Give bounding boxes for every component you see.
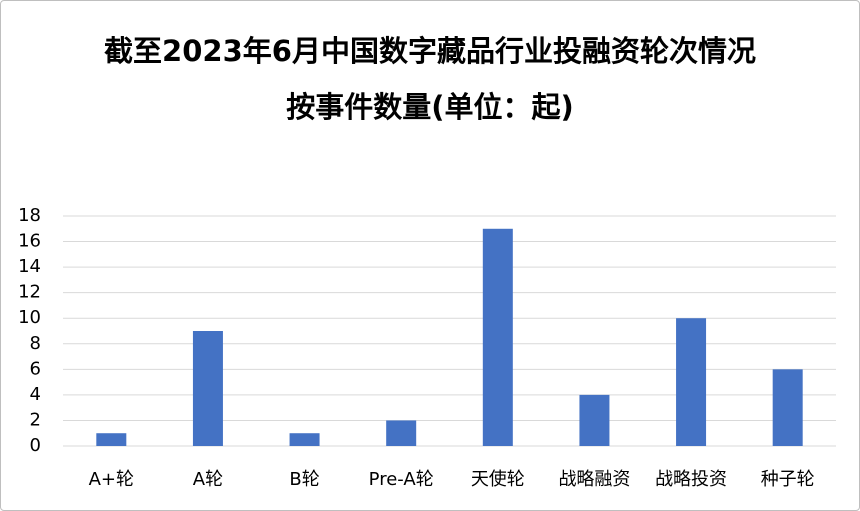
x-tick-label: B轮 [289,469,319,490]
y-tick-label: 14 [18,256,41,277]
x-tick-label: 战略投资 [655,469,727,490]
bar [289,433,320,446]
y-tick-label: 4 [30,384,41,405]
y-tick-label: 0 [30,435,41,456]
x-tick-label: 种子轮 [761,469,815,490]
y-tick-label: 2 [30,409,41,430]
y-tick-label: 8 [30,333,41,354]
titles: 截至2023年6月中国数字藏品行业投融资轮次情况 按事件数量(单位：起) [1,23,859,135]
y-tick-label: 10 [18,307,41,328]
x-tick-label: Pre-A轮 [369,469,434,490]
bar [192,331,223,446]
bar [482,228,513,446]
x-tick-label: A轮 [193,469,223,490]
bar [579,394,610,446]
y-tick-label: 16 [18,231,41,252]
bar [772,369,803,446]
x-tick-label: 战略融资 [558,469,630,490]
bar [676,318,707,446]
chart-subtitle: 按事件数量(单位：起) [286,90,574,124]
x-tick-label: A+轮 [89,469,134,490]
bar [386,420,417,446]
y-tick-label: 6 [30,358,41,379]
y-tick-label: 12 [18,282,41,303]
x-tick-label: 天使轮 [471,469,525,490]
y-tick-label: 18 [18,205,41,226]
bar [96,433,127,446]
chart-title: 截至2023年6月中国数字藏品行业投融资轮次情况 [104,34,756,68]
